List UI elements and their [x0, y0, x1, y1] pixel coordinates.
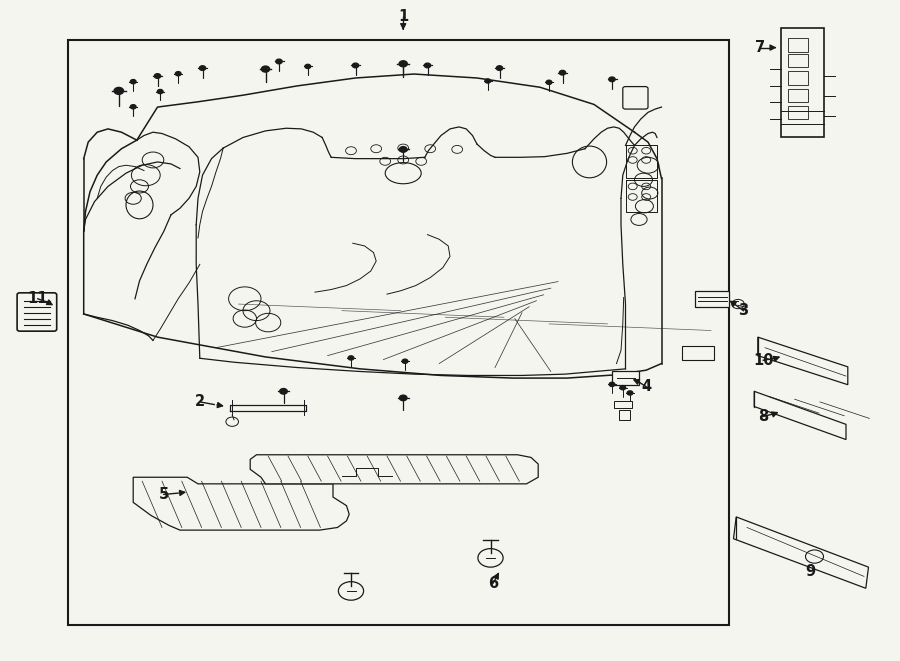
Circle shape	[620, 385, 625, 390]
Bar	[619, 410, 630, 420]
Text: 10: 10	[753, 353, 773, 368]
Circle shape	[348, 356, 354, 360]
Circle shape	[485, 79, 490, 83]
Circle shape	[497, 65, 502, 70]
Text: 6: 6	[488, 576, 499, 590]
Circle shape	[400, 147, 407, 152]
Polygon shape	[612, 371, 639, 385]
Bar	[788, 38, 808, 52]
Text: 2: 2	[194, 395, 205, 409]
Text: 8: 8	[758, 409, 769, 424]
Bar	[788, 106, 808, 119]
Text: 3: 3	[738, 303, 749, 318]
Circle shape	[560, 71, 565, 75]
Circle shape	[130, 79, 136, 84]
Polygon shape	[758, 337, 848, 385]
Circle shape	[400, 395, 407, 401]
Circle shape	[627, 391, 633, 395]
Circle shape	[609, 382, 615, 387]
Circle shape	[353, 63, 358, 67]
Circle shape	[261, 66, 270, 72]
Circle shape	[399, 61, 408, 67]
Bar	[614, 401, 632, 408]
Circle shape	[158, 89, 163, 94]
Circle shape	[425, 63, 431, 67]
Circle shape	[276, 59, 283, 63]
Circle shape	[114, 87, 123, 95]
Circle shape	[130, 104, 136, 109]
Circle shape	[200, 65, 205, 70]
Polygon shape	[250, 455, 538, 484]
Circle shape	[400, 61, 406, 66]
Text: 1: 1	[398, 9, 409, 24]
FancyBboxPatch shape	[17, 293, 57, 331]
Polygon shape	[754, 391, 846, 440]
Circle shape	[280, 389, 287, 394]
Bar	[68, 40, 729, 625]
Polygon shape	[133, 477, 349, 530]
Text: 4: 4	[641, 379, 652, 394]
Circle shape	[608, 77, 616, 82]
Bar	[781, 28, 824, 137]
Polygon shape	[695, 291, 729, 307]
Text: 11: 11	[28, 292, 48, 306]
FancyBboxPatch shape	[623, 87, 648, 109]
Bar	[788, 71, 808, 85]
Text: 7: 7	[755, 40, 766, 55]
Circle shape	[155, 74, 161, 78]
Circle shape	[402, 359, 408, 364]
Circle shape	[546, 80, 552, 85]
Text: 9: 9	[805, 564, 815, 579]
Bar	[788, 89, 808, 102]
Bar	[682, 346, 714, 360]
Polygon shape	[734, 517, 868, 588]
Circle shape	[176, 71, 181, 76]
Text: 5: 5	[158, 487, 169, 502]
Circle shape	[305, 64, 310, 69]
Bar	[788, 54, 808, 67]
